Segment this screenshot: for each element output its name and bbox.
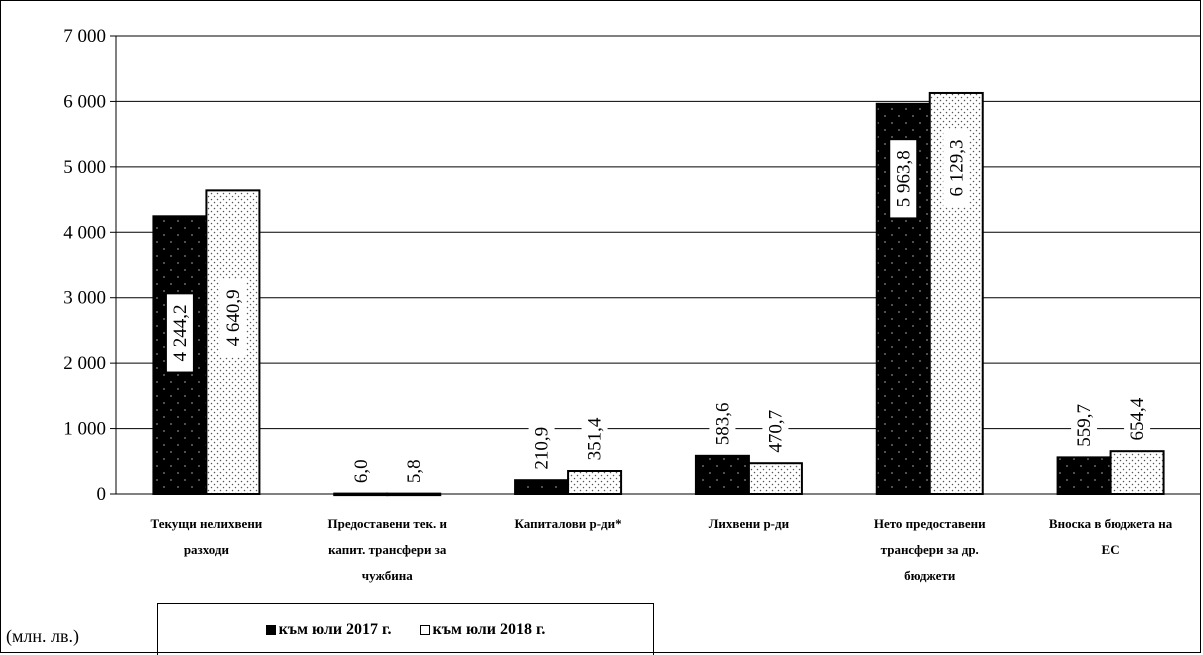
y-tick-label: 7 000	[63, 26, 106, 47]
data-label-bg	[1124, 390, 1151, 449]
data-label-text: 470,7	[765, 410, 786, 453]
data-label-text: 351,4	[585, 417, 606, 460]
category-label: трансфери за др.	[881, 542, 979, 557]
bars	[152, 91, 1165, 497]
legend: към юли 2017 г. към юли 2018 г.	[157, 603, 654, 655]
data-label-2017: 5 963,8	[890, 140, 917, 218]
bar-2018	[567, 470, 623, 495]
bar-2018	[747, 462, 803, 495]
data-label-text: 4 640,9	[223, 289, 244, 346]
data-label-2018: 4 640,9	[219, 279, 246, 357]
legend-swatch-2017	[265, 624, 276, 635]
data-label-2017: 6,0	[347, 451, 374, 491]
category-label: бюджети	[904, 568, 956, 583]
data-label-text: 210,9	[532, 427, 553, 470]
y-tick-label: 1 000	[63, 419, 106, 440]
gridlines	[116, 35, 1201, 430]
legend-swatch-2018	[419, 624, 430, 635]
category-label: разходи	[184, 542, 230, 557]
bar-2017	[514, 479, 570, 495]
data-label-bg	[581, 410, 608, 469]
data-label-2017: 4 244,2	[166, 294, 193, 372]
legend-label-2017: към юли 2017 г.	[278, 620, 392, 638]
data-label-text: 6 129,3	[946, 139, 967, 196]
data-label-2018: 5,8	[400, 451, 427, 491]
data-label-bg	[943, 129, 970, 207]
data-label-2017: 210,9	[528, 419, 555, 478]
data-label-2018: 351,4	[581, 410, 608, 469]
data-label-text: 5 963,8	[893, 150, 914, 207]
data-label-2018: 654,4	[1124, 390, 1151, 449]
data-labels: 4 244,2 4 640,9 6,0 5,8 210,9 351,4 583,6 470,7…	[166, 129, 1151, 491]
y-tick-label: 2 000	[63, 353, 106, 374]
unit-label: (млн. лв.)	[6, 626, 79, 646]
data-label-bg	[400, 451, 427, 491]
y-tick-label: 0	[97, 484, 107, 505]
category-label: Вноска в бюджета на	[1049, 516, 1173, 531]
data-label-bg	[166, 294, 193, 372]
y-tick-label: 5 000	[63, 157, 106, 178]
y-tick-label: 3 000	[63, 288, 106, 309]
category-label: Нето предоставени	[874, 516, 986, 531]
data-label-bg	[347, 451, 374, 491]
legend-item-2018: към юли 2018 г.	[419, 620, 546, 639]
data-label-text: 6,0	[351, 459, 372, 483]
legend-label-2018: към юли 2018 г.	[432, 620, 546, 638]
category-label: чужбина	[362, 568, 413, 583]
category-label: Предоставени тек. и	[328, 516, 448, 531]
data-label-bg	[528, 419, 555, 478]
bar-2017	[694, 454, 750, 495]
data-label-2018: 6 129,3	[943, 129, 970, 207]
category-labels: Текущи нелихвени разходи Предоставени тек.…	[151, 516, 1173, 583]
legend-item-2017: към юли 2017 г.	[265, 620, 392, 639]
data-label-text: 559,7	[1074, 404, 1095, 447]
category-label: Капиталови р-ди*	[515, 516, 622, 531]
data-label-text: 4 244,2	[170, 304, 191, 361]
category-label: ЕС	[1102, 542, 1120, 557]
data-label-bg	[709, 394, 736, 453]
data-label-bg	[1071, 396, 1098, 455]
data-label-bg	[890, 140, 917, 218]
y-tick-label: 4 000	[63, 222, 106, 243]
data-label-bg	[762, 402, 789, 461]
category-label: Лихвени р-ди	[709, 516, 790, 531]
data-label-text: 5,8	[404, 459, 425, 483]
data-label-2017: 583,6	[709, 394, 736, 453]
data-label-2018: 470,7	[762, 402, 789, 461]
data-label-text: 654,4	[1127, 397, 1148, 440]
y-axis: 0 1 000 2 000 3 000 4 000 5 000 6 000 7 000	[63, 26, 1201, 505]
category-label: Текущи нелихвени	[151, 516, 263, 531]
bar-2018	[386, 492, 442, 497]
bar-2017	[1056, 456, 1112, 496]
bar-2017	[333, 492, 389, 497]
category-label: капит. трансфери за	[328, 542, 447, 557]
data-label-text: 583,6	[712, 402, 733, 445]
bar-2018	[1109, 450, 1165, 495]
bar-2017	[152, 215, 208, 496]
data-label-2017: 559,7	[1071, 396, 1098, 455]
data-label-bg	[219, 279, 246, 357]
y-tick-label: 6 000	[63, 91, 106, 112]
